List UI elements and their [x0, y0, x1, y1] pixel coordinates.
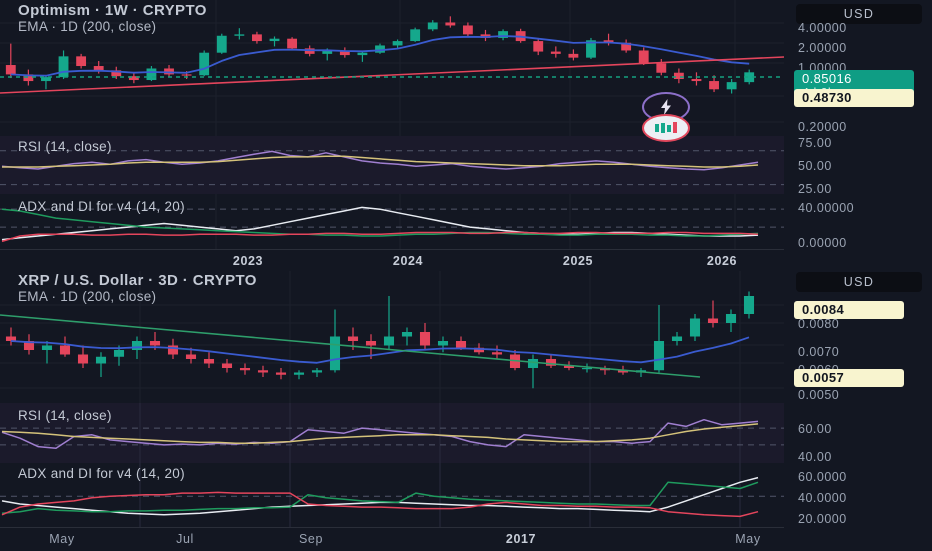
xrp-price-pane[interactable]	[0, 271, 784, 403]
adx-tick-bot-1: 40.0000	[798, 491, 847, 505]
time-tick-2025: 2025	[562, 254, 594, 268]
candles-badge-icon[interactable]	[642, 114, 690, 142]
price-tick-top-4: 0.20000	[798, 120, 847, 134]
price-tick-bot-3: 0.0050	[798, 388, 840, 402]
adx-tick-top-0: 40.00000	[798, 201, 855, 215]
adx-tick-bot-0: 60.0000	[798, 470, 847, 484]
adx-tick-top-1: 0.00000	[798, 236, 847, 250]
time-tick-2026: 2026	[706, 254, 738, 268]
time-tick-may: May	[735, 532, 761, 546]
optimism-rsi-canvas	[0, 150, 784, 186]
xrp-adx-canvas	[0, 463, 784, 527]
currency-chip-top[interactable]: USD	[796, 4, 922, 24]
level-badge-bottom-low[interactable]: 0.0057	[794, 369, 904, 387]
xrp-time-axis[interactable]: May Jul Sep 2017 May	[0, 527, 784, 551]
adx-tick-bot-2: 20.0000	[798, 512, 847, 526]
price-scale-column[interactable]: USD 4.00000 2.00000 1.00000 0.40000 0.20…	[784, 0, 932, 550]
optimism-rsi-pane[interactable]	[0, 136, 784, 194]
xrp-rsi-pane[interactable]	[0, 403, 784, 463]
xrp-adx-pane[interactable]	[0, 463, 784, 527]
optimism-price-canvas	[0, 0, 784, 136]
time-tick-may: May	[49, 532, 75, 546]
rsi-tick-top-0: 75.00	[798, 136, 832, 150]
last-price-value-top: 0.85016	[802, 71, 852, 86]
time-tick-2023: 2023	[232, 254, 264, 268]
rsi-tick-bot-1: 40.00	[798, 450, 832, 464]
currency-chip-bottom[interactable]: USD	[796, 272, 922, 292]
time-tick-2017: 2017	[505, 532, 537, 546]
rsi-tick-top-2: 25.00	[798, 182, 832, 196]
time-tick-sep: Sep	[298, 532, 324, 546]
rsi-tick-top-1: 50.00	[798, 159, 832, 173]
time-tick-2024: 2024	[392, 254, 424, 268]
optimism-adx-canvas	[0, 194, 784, 249]
price-tick-bot-1: 0.0070	[798, 345, 840, 359]
time-tick-jul: Jul	[176, 532, 194, 546]
price-tick-top-0: 4.00000	[798, 21, 847, 35]
level-badge-bottom-high[interactable]: 0.0084	[794, 301, 904, 319]
level-badge-top[interactable]: 0.48730	[794, 89, 914, 107]
xrp-rsi-canvas	[0, 403, 784, 463]
optimism-adx-pane[interactable]	[0, 194, 784, 249]
price-tick-bot-0: 0.0080	[798, 317, 840, 331]
price-tick-top-1: 2.00000	[798, 41, 847, 55]
optimism-price-pane[interactable]	[0, 0, 784, 136]
rsi-tick-bot-0: 60.00	[798, 422, 832, 436]
xrp-price-canvas	[0, 271, 784, 403]
optimism-time-axis[interactable]: 2023 2024 2025 2026	[0, 249, 784, 272]
